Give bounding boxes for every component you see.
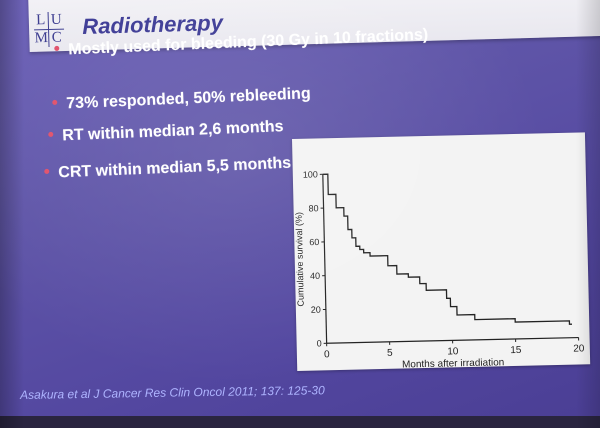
y-tick-label: 40 — [310, 271, 320, 281]
bullet-text: CRT within median 5,5 months — [57, 154, 292, 182]
bullet-dot-icon — [54, 46, 60, 52]
bullet-text: 73% responded, 50% rebleeding — [65, 85, 312, 113]
bullet-dot-icon — [48, 132, 54, 138]
bullet-item: RT within median 2,6 months — [48, 118, 284, 146]
logo-letter-m: M — [34, 29, 50, 48]
x-axis-label: Months after irradiation — [402, 357, 505, 370]
y-tick-label: 60 — [309, 237, 319, 247]
lumc-logo: L U M C — [33, 11, 65, 48]
x-tick-label: 15 — [510, 345, 522, 356]
bullet-text: RT within median 2,6 months — [61, 118, 284, 145]
citation-text: Asakura et al J Cancer Res Clin Oncol 20… — [20, 383, 325, 402]
x-tick-label: 0 — [324, 349, 330, 360]
x-tick-label: 10 — [447, 346, 459, 357]
screen-bottom-edge — [0, 416, 600, 428]
bullet-item: CRT within median 5,5 months — [44, 155, 291, 183]
survival-chart-svg: 0 20 40 60 80 100 0 5 10 15 20 Months after irrad… — [294, 169, 585, 370]
survival-curve-line — [322, 173, 572, 325]
x-tick-label: 5 — [387, 348, 393, 359]
x-tick-label: 20 — [573, 343, 585, 354]
y-axis-label: Cumulative survival (%) — [294, 212, 306, 307]
logo-letter-u: U — [48, 11, 65, 30]
y-tick-label: 0 — [317, 338, 322, 348]
y-axis-line — [322, 174, 328, 344]
y-tick-label: 20 — [311, 305, 321, 315]
bullet-dot-icon — [44, 169, 50, 175]
y-tick-label: 80 — [308, 203, 318, 213]
bullet-dot-icon — [52, 100, 58, 106]
bullet-item: 73% responded, 50% rebleeding — [52, 85, 311, 114]
y-tick-label: 100 — [303, 169, 318, 179]
logo-letter-l: L — [33, 12, 50, 31]
survival-chart: 0 20 40 60 80 100 0 5 10 15 20 Months after irrad… — [292, 132, 591, 371]
